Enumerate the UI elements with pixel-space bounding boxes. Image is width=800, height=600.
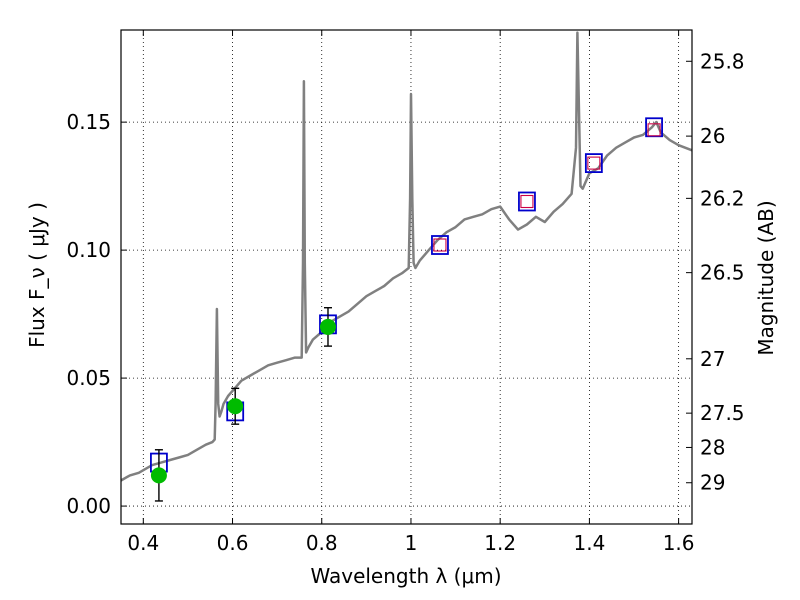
- observed-photometry-square: [520, 194, 534, 209]
- x-tick-label: 1.2: [484, 531, 516, 555]
- observed-photometry-square: [587, 156, 601, 170]
- axis-ticks: 0.4 0.6 0.8 1 1.2 1.4 1.6 0.00 0.05 0.10 0.15 25.8 2…: [66, 30, 745, 555]
- spectrum-line: [120, 31, 693, 482]
- y-axis-label: Flux F_ν ( μJy ): [25, 202, 49, 348]
- x-tick-label: 0.6: [217, 531, 249, 555]
- x-tick-label: 0.4: [127, 531, 159, 555]
- model-photometry-square: [431, 235, 449, 255]
- magnitude-tick-label: 29: [700, 471, 725, 495]
- x-tick-label: 1: [405, 531, 418, 555]
- photometry-points: [150, 117, 663, 502]
- y-tick-label: 0.05: [66, 366, 111, 390]
- x-tick-label: 1.4: [573, 531, 605, 555]
- y-tick-label: 0.15: [66, 110, 111, 134]
- observed-photometry-circle: [150, 467, 167, 484]
- magnitude-tick-label: 26: [700, 124, 725, 148]
- observed-photometry-square: [647, 123, 661, 137]
- model-photometry-square: [518, 191, 536, 212]
- x-tick-label: 0.8: [306, 531, 338, 555]
- magnitude-tick-label: 25.8: [700, 49, 745, 73]
- model-photometry-square: [584, 153, 603, 173]
- grid: [121, 30, 692, 524]
- model-spectrum: [120, 31, 693, 482]
- plot-frame: [120, 29, 693, 525]
- magnitude-tick-label: 27: [700, 347, 725, 371]
- x-tick-label: 1.6: [663, 531, 695, 555]
- observed-photometry-circle: [319, 318, 336, 335]
- observed-photometry-circle: [227, 398, 244, 415]
- y-tick-label: 0.00: [66, 494, 111, 518]
- x-axis-label: Wavelength λ (μm): [310, 564, 501, 588]
- y-tick-label: 0.10: [66, 238, 111, 262]
- magnitude-axis-label: Magnitude (AB): [754, 200, 778, 355]
- magnitude-tick-label: 26.2: [700, 186, 745, 210]
- observed-photometry-square: [433, 238, 447, 252]
- magnitude-tick-label: 26.5: [700, 261, 745, 285]
- magnitude-tick-label: 28: [700, 435, 725, 459]
- magnitude-tick-label: 27.5: [700, 401, 745, 425]
